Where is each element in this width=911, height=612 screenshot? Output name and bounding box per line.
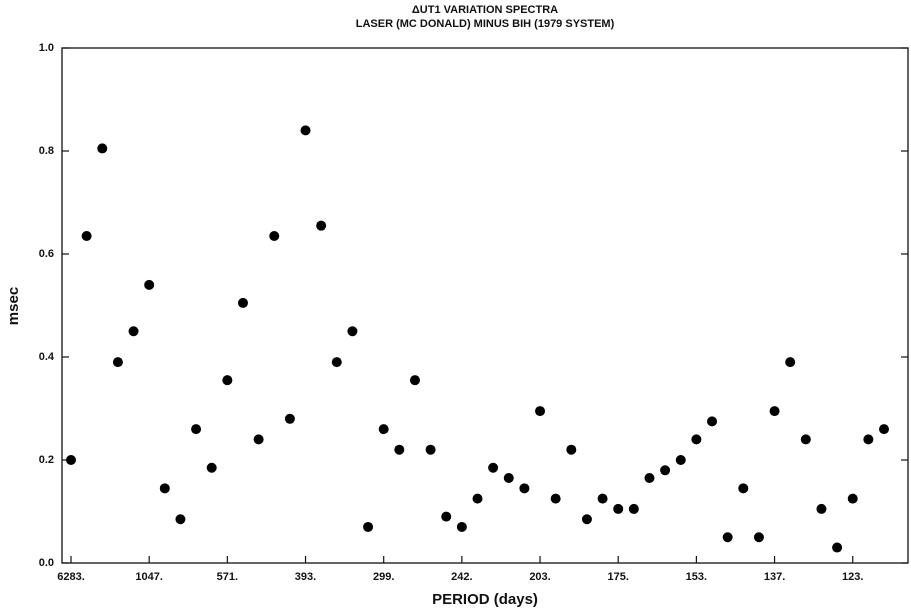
point bbox=[347, 326, 358, 337]
point bbox=[425, 444, 436, 455]
point bbox=[175, 514, 186, 525]
point bbox=[519, 483, 530, 494]
x-tick-label: 175. bbox=[608, 571, 629, 583]
x-axis-label: PERIOD (days) bbox=[432, 591, 538, 608]
point bbox=[879, 424, 889, 435]
y-tick-label: 0.2 bbox=[39, 454, 54, 466]
point bbox=[159, 483, 170, 494]
point bbox=[269, 230, 280, 241]
point bbox=[660, 465, 671, 476]
point bbox=[331, 357, 342, 368]
point bbox=[253, 434, 264, 445]
point bbox=[769, 406, 780, 417]
point bbox=[128, 326, 139, 337]
x-tick-label: 299. bbox=[373, 571, 394, 583]
point bbox=[628, 503, 639, 514]
x-tick-label: 203. bbox=[529, 571, 550, 583]
point bbox=[191, 424, 202, 435]
point bbox=[144, 279, 155, 290]
point bbox=[81, 230, 92, 241]
y-tick-label: 1.0 bbox=[39, 42, 54, 54]
point bbox=[66, 455, 76, 465]
point bbox=[738, 483, 749, 494]
y-axis-label: msec bbox=[5, 287, 22, 325]
x-tick-label: 153. bbox=[686, 571, 707, 583]
point bbox=[535, 406, 546, 417]
point bbox=[472, 493, 483, 504]
point bbox=[206, 462, 217, 473]
point bbox=[378, 424, 389, 435]
chart-title: ΔUT1 VARIATION SPECTRA bbox=[412, 4, 558, 16]
point bbox=[800, 434, 811, 445]
point bbox=[722, 532, 733, 543]
point bbox=[863, 434, 874, 445]
point bbox=[675, 455, 686, 465]
point bbox=[832, 542, 843, 553]
x-tick-label: 6283. bbox=[57, 571, 85, 583]
x-tick-label: 137. bbox=[764, 571, 785, 583]
chart-subtitle: LASER (MC DONALD) MINUS BIH (1979 SYSTEM… bbox=[356, 18, 615, 30]
point bbox=[581, 514, 592, 525]
point bbox=[707, 416, 718, 427]
plot-frame bbox=[61, 47, 909, 564]
point bbox=[785, 357, 796, 368]
point bbox=[300, 125, 311, 136]
y-tick-label: 0.6 bbox=[39, 248, 54, 260]
point bbox=[847, 493, 858, 504]
x-tick-label: 393. bbox=[295, 571, 316, 583]
point bbox=[284, 413, 295, 424]
point bbox=[503, 473, 514, 484]
point bbox=[550, 493, 561, 504]
x-tick-label: 1047. bbox=[135, 571, 163, 583]
point bbox=[222, 375, 233, 386]
y-tick-label: 0.0 bbox=[39, 557, 54, 569]
point bbox=[237, 297, 248, 308]
x-tick-label: 571. bbox=[217, 571, 238, 583]
x-tick-label: 242. bbox=[451, 571, 472, 583]
point bbox=[566, 444, 577, 455]
point bbox=[644, 473, 655, 484]
point bbox=[456, 521, 467, 532]
point bbox=[316, 220, 327, 231]
point bbox=[816, 503, 827, 514]
point bbox=[597, 493, 608, 504]
point bbox=[691, 434, 702, 445]
point bbox=[409, 375, 420, 386]
point bbox=[363, 521, 374, 532]
point bbox=[97, 143, 108, 154]
point bbox=[613, 503, 624, 514]
y-tick-label: 0.4 bbox=[39, 351, 55, 363]
point bbox=[488, 462, 499, 473]
x-tick-label: 123. bbox=[842, 571, 863, 583]
point bbox=[394, 444, 405, 455]
point bbox=[753, 532, 764, 543]
point bbox=[112, 357, 123, 368]
y-tick-label: 0.8 bbox=[39, 145, 54, 157]
point bbox=[441, 511, 452, 522]
